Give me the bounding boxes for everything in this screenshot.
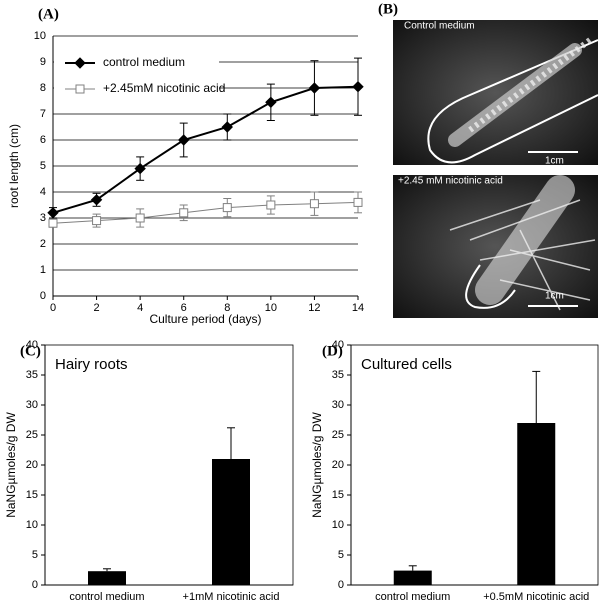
data-point bbox=[265, 96, 277, 109]
bar bbox=[212, 459, 250, 585]
legend-label: control medium bbox=[103, 55, 185, 69]
data-point bbox=[48, 218, 58, 228]
data-point bbox=[352, 80, 364, 93]
y-tick-label: 6 bbox=[40, 134, 46, 146]
legend-label: +2.45mM nicotinic acid bbox=[103, 81, 225, 95]
legend-marker bbox=[75, 84, 85, 94]
data-point bbox=[353, 197, 363, 207]
data-point bbox=[178, 134, 190, 146]
panel-label: (A) bbox=[38, 6, 59, 22]
x-axis-label: Culture period (days) bbox=[149, 312, 261, 326]
data-point bbox=[92, 216, 102, 226]
data-point bbox=[179, 208, 189, 218]
y-axis-label: NaNGµmoles/g DW bbox=[4, 412, 18, 518]
x-tick-label: 10 bbox=[265, 302, 277, 314]
x-tick-label: control medium bbox=[69, 591, 144, 600]
y-tick-label: 10 bbox=[34, 30, 46, 42]
x-tick-label: +1mM nicotinic acid bbox=[183, 591, 280, 600]
x-tick-label: +0.5mM nicotinic acid bbox=[483, 591, 589, 600]
y-tick-label: 35 bbox=[332, 369, 344, 381]
annotation: Cultured cells bbox=[361, 356, 452, 373]
data-point bbox=[309, 199, 319, 209]
y-tick-label: 0 bbox=[338, 579, 344, 591]
bar bbox=[393, 570, 432, 585]
y-tick-label: 25 bbox=[26, 429, 38, 441]
y-tick-label: 8 bbox=[40, 82, 46, 94]
x-tick-label: 14 bbox=[352, 302, 364, 314]
photo bbox=[393, 175, 598, 318]
panel-label: (C) bbox=[20, 343, 41, 359]
x-tick-label: 0 bbox=[50, 302, 56, 314]
y-tick-label: 40 bbox=[26, 339, 38, 351]
y-tick-label: 35 bbox=[26, 369, 38, 381]
series-line bbox=[52, 85, 359, 214]
data-point bbox=[47, 207, 59, 219]
y-axis-label: root length (cm) bbox=[7, 124, 21, 208]
y-tick-label: 9 bbox=[40, 56, 46, 68]
y-tick-label: 10 bbox=[332, 519, 344, 531]
y-tick-label: 3 bbox=[40, 212, 46, 224]
y-tick-label: 20 bbox=[26, 459, 38, 471]
annotation: Hairy roots bbox=[55, 356, 128, 373]
y-tick-label: 15 bbox=[332, 489, 344, 501]
plot-frame bbox=[44, 344, 294, 586]
y-tick-label: 30 bbox=[26, 399, 38, 411]
bar bbox=[88, 571, 126, 585]
y-tick-label: 7 bbox=[40, 108, 46, 120]
data-point bbox=[222, 203, 232, 213]
y-tick-label: 4 bbox=[40, 186, 46, 198]
photo bbox=[393, 20, 599, 165]
y-tick-label: 0 bbox=[40, 290, 46, 302]
data-point bbox=[135, 213, 145, 223]
scale-label: 1cm bbox=[545, 291, 564, 302]
plot-frame bbox=[350, 344, 599, 586]
photo-caption: +2.45 mM nicotinic acid bbox=[398, 176, 503, 187]
y-tick-label: 15 bbox=[26, 489, 38, 501]
x-tick-label: control medium bbox=[375, 591, 450, 600]
y-tick-label: 1 bbox=[40, 264, 46, 276]
y-axis-label: NaNGµmoles/g DW bbox=[310, 412, 324, 518]
x-tick-label: 12 bbox=[308, 302, 320, 314]
y-tick-label: 5 bbox=[40, 160, 46, 172]
panel-label: (B) bbox=[378, 1, 398, 17]
panel-label: (D) bbox=[322, 343, 343, 359]
data-point bbox=[308, 82, 321, 94]
series-line bbox=[52, 201, 359, 224]
error-bar bbox=[227, 427, 235, 459]
photo-caption: Control medium bbox=[404, 21, 475, 32]
error-bar bbox=[532, 370, 541, 423]
x-tick-label: 4 bbox=[137, 302, 143, 314]
data-point bbox=[266, 200, 276, 210]
legend: control medium +2.45mM nicotinic acid bbox=[54, 50, 225, 102]
y-tick-label: 25 bbox=[332, 429, 344, 441]
data-point bbox=[221, 121, 233, 133]
x-tick-label: 8 bbox=[224, 302, 230, 314]
bar bbox=[517, 423, 556, 585]
y-tick-label: 2 bbox=[40, 238, 46, 250]
y-tick-label: 30 bbox=[332, 399, 344, 411]
y-tick-label: 10 bbox=[26, 519, 38, 531]
y-tick-label: 0 bbox=[32, 579, 38, 591]
y-tick-label: 5 bbox=[338, 549, 344, 561]
x-tick-label: 6 bbox=[181, 302, 187, 314]
y-tick-label: 40 bbox=[332, 339, 344, 351]
error-bar bbox=[408, 565, 417, 571]
legend-marker bbox=[74, 57, 86, 69]
data-point bbox=[134, 162, 146, 175]
y-tick-label: 20 bbox=[332, 459, 344, 471]
scale-label: 1cm bbox=[545, 156, 564, 167]
error-bar bbox=[103, 568, 111, 572]
data-point bbox=[90, 194, 103, 206]
x-tick-label: 2 bbox=[94, 302, 100, 314]
y-tick-label: 5 bbox=[32, 549, 38, 561]
